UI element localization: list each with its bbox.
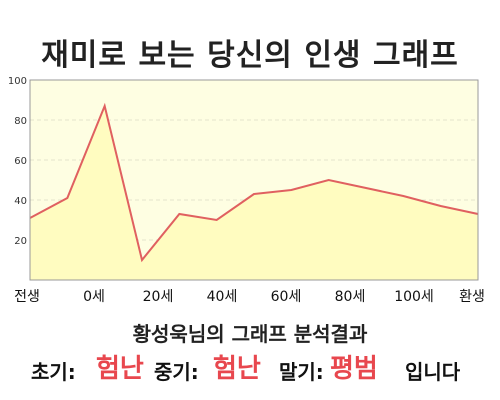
- y-tick-label: 80: [14, 116, 27, 127]
- plot-frame: [29, 79, 479, 281]
- late-label: 말기:: [279, 360, 324, 384]
- x-tick-label: 0세: [83, 289, 105, 305]
- x-tick-label: 100세: [394, 289, 434, 305]
- y-tick-label: 100: [8, 76, 27, 87]
- analysis-heading: 황성욱님의 그래프 분석결과: [132, 322, 368, 346]
- x-axis-ticks: 전생 0세 20세 40세 60세 80세 100세 환생: [14, 289, 485, 305]
- late-value: 평범: [330, 354, 378, 384]
- y-axis-ticks: 100 80 60 40 20: [8, 76, 27, 247]
- life-graph-chart: 100 80 60 40 20 전생 0세 20세 40세 60세 80세 100세 환생: [8, 76, 485, 305]
- middle-label: 중기:: [154, 360, 199, 384]
- y-tick-label: 20: [14, 236, 27, 247]
- x-tick-label: 60세: [271, 289, 302, 305]
- y-tick-label: 40: [14, 196, 27, 207]
- ending-text: 입니다: [405, 360, 461, 384]
- early-label: 초기:: [31, 360, 76, 384]
- x-tick-label: 20세: [143, 289, 174, 305]
- middle-value: 험난: [213, 354, 261, 384]
- x-tick-label: 40세: [207, 289, 238, 305]
- x-tick-label: 환생: [459, 289, 485, 305]
- x-tick-label: 전생: [14, 289, 40, 305]
- early-value: 험난: [96, 354, 144, 384]
- area-fill: [30, 106, 478, 280]
- x-tick-label: 80세: [335, 289, 366, 305]
- series-line: [29, 102, 479, 263]
- chart-title: 재미로 보는 당신의 인생 그래프: [41, 38, 459, 73]
- analysis-result: 초기: 험난 중기: 험난 말기: 평범 입니다: [0, 348, 500, 384]
- y-tick-label: 60: [14, 156, 27, 167]
